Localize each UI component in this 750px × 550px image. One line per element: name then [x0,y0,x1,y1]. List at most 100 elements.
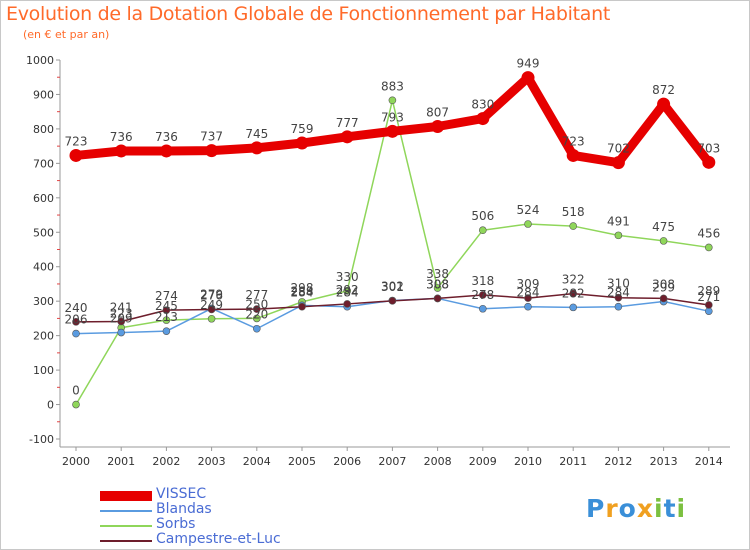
data-point-sorbs [388,96,397,105]
data-point-campestre-et-luc [252,305,261,313]
data-label-sorbs: 883 [381,79,404,93]
data-labels: 0 223 245 249 250 298 330 883 338 506 524 518 491 475… [65,57,721,398]
data-label-vissec: 737 [200,130,223,144]
data-label-campestre-et-luc: 276 [200,288,223,302]
data-label-blandas: 278 [471,288,494,302]
data-point-campestre-et-luc [659,294,668,303]
data-point-vissec [340,130,354,144]
chart-title: Evolution de la Dotation Globale de Fonc… [6,3,611,25]
data-label-vissec: 830 [471,98,494,112]
data-point-blandas [524,302,532,311]
x-tick-label: 2008 [424,455,452,468]
data-label-campestre-et-luc: 240 [65,301,88,315]
legend-swatch [100,491,152,501]
data-label-vissec: 703 [697,141,720,155]
legend-swatch [100,510,152,512]
data-point-vissec [611,156,625,170]
chart-subtitle: (en € et par an) [23,28,110,41]
data-label-campestre-et-luc: 292 [336,283,359,297]
data-point-campestre-et-luc [72,318,80,326]
data-point-sorbs [72,400,80,409]
x-tick-label: 2012 [604,455,632,468]
data-label-blandas: 282 [562,286,585,300]
data-point-campestre-et-luc [343,300,352,308]
data-label-sorbs: 491 [607,214,630,228]
data-point-vissec [205,144,219,158]
data-point-blandas [569,303,578,312]
proxiti-logo: Proxiti [586,494,687,523]
data-point-vissec [385,124,399,138]
data-point-vissec [69,148,83,162]
y-tick-label: -100 [29,433,54,446]
data-label-vissec: 736 [110,130,133,144]
data-point-sorbs [659,237,668,245]
data-point-campestre-et-luc [524,294,532,302]
data-label-blandas: 302 [381,279,404,293]
y-tick-label: 100 [33,364,54,377]
data-point-sorbs [614,231,623,240]
x-tick-label: 2006 [333,455,361,468]
data-point-sorbs [252,314,261,323]
x-tick-label: 2013 [650,455,678,468]
data-point-vissec [657,97,671,111]
x-tick-label: 2002 [152,455,180,468]
data-label-campestre-et-luc: 309 [517,277,540,291]
data-label-blandas: 206 [65,313,88,327]
data-label-vissec: 702 [607,142,630,156]
data-point-sorbs [478,226,487,235]
data-label-blandas: 271 [697,290,720,304]
data-label-campestre-et-luc: 308 [652,277,675,291]
data-label-sorbs: 524 [517,203,540,217]
data-label-vissec: 807 [426,105,449,119]
data-point-campestre-et-luc [207,305,216,314]
data-point-vissec [159,144,173,158]
data-label-blandas: 299 [652,281,675,295]
x-tick-label: 2005 [288,455,316,468]
data-point-blandas [614,302,623,311]
legend-label: Sorbs [156,516,196,532]
chart-axes: -100 0 100 200 300 400 500 600 700 800 900 1000 2000… [26,54,730,468]
data-point-sorbs [162,316,171,324]
data-label-vissec: 759 [291,122,314,136]
data-point-vissec [431,119,445,133]
x-tick-label: 2004 [243,455,271,468]
data-point-vissec [114,144,128,158]
legend-swatch [100,525,152,527]
y-tick-label: 400 [33,261,54,274]
data-label-sorbs: 330 [336,270,359,284]
data-label-vissec: 723 [65,134,88,148]
y-tick-label: 500 [33,226,54,239]
data-label-sorbs: 245 [155,299,178,313]
y-tick-label: 800 [33,123,54,136]
legend-label: VISSEC [156,486,207,502]
y-tick-label: 600 [33,192,54,205]
data-label-sorbs: 0 [72,384,80,398]
x-tick-label: 2003 [198,455,226,468]
data-point-campestre-et-luc [433,294,442,303]
data-point-campestre-et-luc [704,301,713,309]
data-label-campestre-et-luc: 308 [426,277,449,291]
data-label-vissec: 723 [562,134,585,148]
data-label-blandas: 220 [245,308,268,322]
data-label-blandas: 284 [607,286,630,300]
data-point-campestre-et-luc [569,289,578,298]
data-label-sorbs: 223 [110,307,133,321]
data-label-campestre-et-luc: 277 [245,288,268,302]
x-tick-label: 2000 [62,455,90,468]
data-label-blandas: 213 [155,310,178,324]
data-label-sorbs: 338 [426,267,449,281]
data-label-blandas: 284 [517,286,540,300]
data-label-campestre-et-luc: 289 [697,284,720,298]
data-label-campestre-et-luc: 318 [471,274,494,288]
x-tick-label: 2007 [378,455,406,468]
data-label-vissec: 736 [155,130,178,144]
data-label-blandas: 209 [110,312,133,326]
data-label-sorbs: 250 [245,297,268,311]
data-label-sorbs: 298 [291,281,314,295]
x-tick-label: 2014 [695,455,723,468]
data-point-campestre-et-luc [298,302,306,311]
data-point-sorbs [569,222,578,230]
data-label-campestre-et-luc: 284 [291,286,314,300]
data-point-blandas [252,324,261,333]
